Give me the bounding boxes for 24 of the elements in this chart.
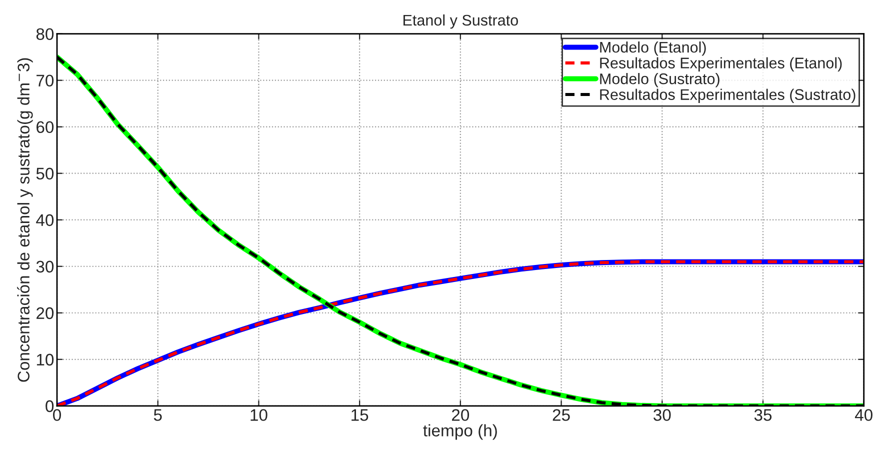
legend-label: Resultados Experimentales (Sustrato): [600, 88, 856, 104]
y-tick-label: 50: [36, 168, 54, 180]
x-tick-label: 40: [854, 409, 872, 421]
x-axis-title: tiempo (h): [423, 424, 497, 440]
x-tick-label: 20: [452, 409, 470, 421]
y-axis-title: Concentración de etanol y sustrato(g dm$^{−}$3): [17, 58, 33, 382]
y-tick-label: 10: [36, 354, 54, 366]
y-tick-label: 20: [36, 307, 54, 320]
legend-label: Modelo (Sustrato): [600, 73, 720, 88]
y-tick-label: 70: [36, 74, 54, 87]
x-tick-label: 5: [154, 409, 162, 421]
y-tick-label: 40: [36, 214, 54, 226]
legend-label: Modelo (Etanol): [600, 41, 706, 56]
x-tick-label: 15: [352, 409, 368, 421]
legend-label: Resultados Experimentales (Etanol): [600, 57, 842, 72]
x-tick-label: 25: [552, 409, 570, 421]
x-tick-label: 35: [754, 409, 772, 421]
x-tick-label: 10: [250, 409, 268, 421]
y-tick-label: 0: [46, 400, 54, 412]
chart-title: Etanol y Sustrato: [404, 14, 518, 29]
y-tick-label: 60: [36, 121, 54, 134]
x-tick-label: 30: [654, 409, 671, 421]
y-tick-label: 80: [36, 28, 54, 40]
y-tick-label: 30: [36, 260, 54, 273]
